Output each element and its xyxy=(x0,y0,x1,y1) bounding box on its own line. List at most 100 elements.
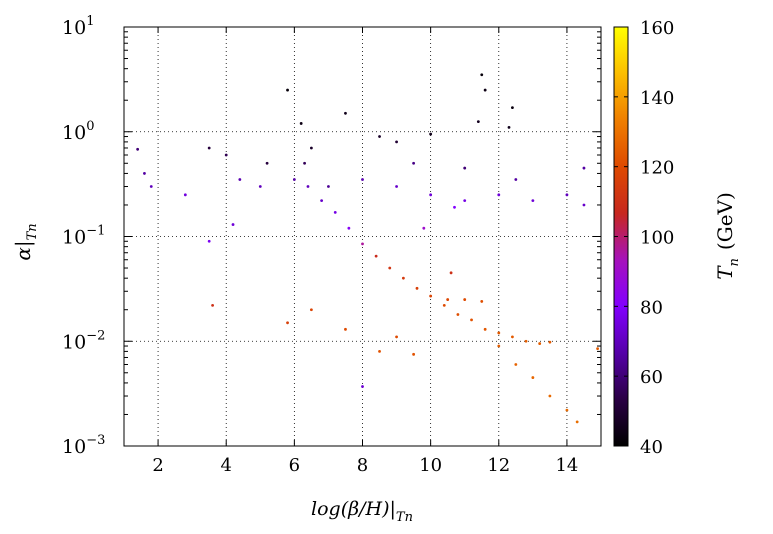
data-point xyxy=(207,239,211,243)
data-point xyxy=(446,298,450,301)
data-point xyxy=(286,88,289,92)
data-point xyxy=(374,254,378,258)
data-point xyxy=(480,300,484,303)
data-point xyxy=(327,185,330,188)
data-point xyxy=(306,185,310,188)
svg-text:log(β/H)|Tn: log(β/H)|Tn xyxy=(311,498,413,525)
data-point xyxy=(442,303,446,307)
colorbar-tick-label: 120 xyxy=(640,158,674,179)
y-tick-label: 10−3 xyxy=(62,433,105,458)
data-point xyxy=(333,210,337,214)
data-point xyxy=(548,340,552,344)
x-tick-label: 6 xyxy=(289,455,300,476)
data-point xyxy=(429,193,433,197)
y-tick-label: 10−2 xyxy=(62,328,105,353)
data-point xyxy=(480,73,484,77)
data-point xyxy=(320,199,324,203)
data-point xyxy=(497,331,501,335)
data-point xyxy=(361,178,364,181)
data-point xyxy=(344,327,347,331)
data-point xyxy=(231,223,235,226)
y-tick-label: 100 xyxy=(62,119,94,144)
data-point xyxy=(378,135,381,138)
data-point xyxy=(511,335,514,339)
data-point xyxy=(299,122,303,125)
data-point xyxy=(347,226,351,230)
data-point xyxy=(456,313,460,316)
data-point xyxy=(582,203,586,207)
data-point xyxy=(361,242,364,246)
colorbar-tick-label: 40 xyxy=(640,437,663,458)
data-point xyxy=(483,327,487,331)
data-point xyxy=(136,147,140,151)
data-point xyxy=(207,146,211,150)
data-point xyxy=(388,266,392,270)
data-point xyxy=(483,88,487,92)
data-point xyxy=(309,146,313,150)
colorbar-tick-label: 160 xyxy=(640,18,674,39)
data-point xyxy=(344,111,347,115)
data-point xyxy=(258,185,262,188)
data-point xyxy=(429,294,433,298)
colorbar-label: Tn(GeV) xyxy=(713,192,742,280)
data-point xyxy=(401,276,405,280)
data-point xyxy=(415,286,419,290)
data-point xyxy=(463,298,467,301)
x-tick-label: 4 xyxy=(220,455,231,476)
colorbar-tick-label: 100 xyxy=(640,228,674,249)
data-point xyxy=(422,226,426,230)
data-point xyxy=(238,178,242,181)
data-point xyxy=(511,106,514,110)
data-point xyxy=(463,166,467,170)
data-point xyxy=(149,185,153,188)
data-point xyxy=(575,420,579,424)
data-point xyxy=(470,318,473,322)
data-point xyxy=(453,205,456,209)
data-point xyxy=(449,271,453,275)
x-axis-ticks: 2 4 6 8 10 12 14 xyxy=(152,27,578,476)
data-point xyxy=(497,193,501,197)
data-point xyxy=(497,344,501,348)
y-axis-ticks: 10−3 10−2 10−1 100 101 xyxy=(62,14,601,458)
data-point xyxy=(265,161,269,165)
data-point xyxy=(303,161,306,165)
data-point xyxy=(463,199,467,203)
svg-text:α|Tn: α|Tn xyxy=(11,223,40,260)
x-tick-label: 12 xyxy=(487,455,510,476)
data-point xyxy=(476,120,480,123)
data-point xyxy=(565,408,569,412)
data-point xyxy=(395,140,398,144)
data-point xyxy=(514,178,518,181)
data-point xyxy=(507,126,511,129)
data-point xyxy=(143,172,146,175)
y-tick-label: 10−1 xyxy=(62,224,105,249)
data-point xyxy=(395,185,398,188)
data-point xyxy=(361,385,364,388)
data-point xyxy=(395,335,398,339)
data-point xyxy=(531,376,535,379)
colorbar-ticks: 40 60 80 100 120 140 160 xyxy=(614,18,674,458)
data-point xyxy=(211,303,214,307)
svg-text:Tn(GeV): Tn(GeV) xyxy=(713,192,742,280)
x-tick-label: 8 xyxy=(357,455,368,476)
grid-lines xyxy=(124,26,601,447)
data-point xyxy=(183,193,187,197)
data-point xyxy=(538,342,542,345)
x-tick-label: 14 xyxy=(555,455,578,476)
data-point xyxy=(286,321,289,325)
data-points xyxy=(136,73,599,424)
data-point xyxy=(514,363,518,366)
data-point xyxy=(378,350,381,353)
y-tick-label: 101 xyxy=(62,14,94,39)
data-point xyxy=(524,339,528,343)
data-point xyxy=(412,161,416,165)
colorbar-tick-label: 60 xyxy=(640,367,663,388)
x-axis-label: log(β/H)|Tn xyxy=(311,498,413,525)
data-point xyxy=(582,166,586,170)
data-point xyxy=(429,132,433,136)
data-point xyxy=(531,199,535,203)
data-point xyxy=(565,193,569,197)
data-point xyxy=(292,178,296,181)
